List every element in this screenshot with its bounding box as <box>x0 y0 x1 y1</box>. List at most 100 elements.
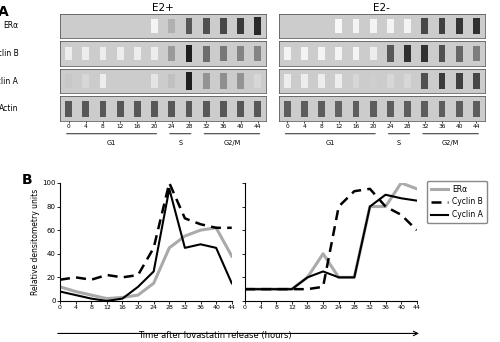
Bar <box>352 19 360 33</box>
Text: G2/M: G2/M <box>442 140 459 146</box>
Bar <box>220 46 227 62</box>
Bar <box>202 18 209 34</box>
Bar <box>82 47 89 61</box>
Y-axis label: Relative densitometry units: Relative densitometry units <box>30 189 40 295</box>
Bar <box>336 101 342 117</box>
Y-axis label: Cyclin A: Cyclin A <box>0 77 18 86</box>
Bar <box>456 17 462 35</box>
Bar <box>134 101 141 117</box>
Bar <box>473 73 480 89</box>
Bar <box>352 47 360 61</box>
Bar <box>370 74 376 88</box>
Legend: ERα, Cyclin B, Cyclin A: ERα, Cyclin B, Cyclin A <box>428 181 486 223</box>
Bar <box>168 46 175 61</box>
Bar <box>456 73 462 90</box>
Y-axis label: ERα: ERα <box>3 22 18 30</box>
Bar <box>65 47 72 61</box>
Bar <box>387 45 394 62</box>
Bar <box>237 17 244 35</box>
Text: Time after lovastatin release (hours): Time after lovastatin release (hours) <box>138 331 292 340</box>
Bar <box>387 101 394 117</box>
Bar <box>65 74 72 88</box>
Text: G1: G1 <box>107 140 116 146</box>
Y-axis label: Cyclin B: Cyclin B <box>0 49 18 58</box>
Bar <box>186 45 192 62</box>
Bar <box>370 47 376 61</box>
Bar <box>318 74 325 88</box>
Bar <box>168 18 175 34</box>
Bar <box>284 101 290 117</box>
Bar <box>404 74 411 88</box>
Bar <box>100 74 106 88</box>
Bar <box>284 74 290 88</box>
Bar <box>186 101 192 117</box>
Bar <box>186 18 192 34</box>
Bar <box>473 17 480 35</box>
Bar <box>422 18 428 34</box>
Bar <box>352 74 360 88</box>
Bar <box>318 101 325 117</box>
Bar <box>151 47 158 61</box>
Bar <box>202 45 209 62</box>
Bar <box>336 74 342 88</box>
Bar <box>82 74 89 88</box>
Bar <box>202 74 209 89</box>
Text: A: A <box>0 5 9 19</box>
Bar <box>151 101 158 117</box>
Bar <box>456 101 462 117</box>
Bar <box>370 19 376 33</box>
Text: G1: G1 <box>326 140 335 146</box>
Bar <box>220 101 227 117</box>
Bar <box>301 101 308 117</box>
Bar <box>65 101 72 117</box>
Bar <box>254 46 261 61</box>
Bar <box>254 74 261 88</box>
Bar <box>318 47 325 61</box>
Bar <box>220 74 227 89</box>
Bar <box>387 19 394 33</box>
Bar <box>237 46 244 61</box>
Text: S: S <box>397 140 401 146</box>
Bar <box>473 46 480 61</box>
Bar <box>116 101 123 117</box>
Bar <box>387 74 394 88</box>
Title: E2+: E2+ <box>152 3 174 13</box>
Bar <box>151 19 158 33</box>
Text: S: S <box>178 140 182 146</box>
Bar <box>473 101 480 117</box>
Bar <box>220 18 227 34</box>
Bar <box>186 73 192 90</box>
Bar <box>352 101 360 117</box>
Bar <box>336 47 342 61</box>
Bar <box>100 47 106 61</box>
Bar <box>202 101 209 117</box>
Title: E2-: E2- <box>374 3 390 13</box>
Bar <box>284 47 290 61</box>
Bar <box>404 45 411 62</box>
Y-axis label: Actin: Actin <box>0 104 18 113</box>
Bar <box>438 18 446 34</box>
Bar <box>82 101 89 117</box>
Bar <box>404 101 411 117</box>
Text: B: B <box>22 173 33 187</box>
Bar <box>438 45 446 62</box>
Bar <box>438 101 446 117</box>
Bar <box>301 47 308 61</box>
Bar <box>254 101 261 117</box>
Bar <box>134 47 141 61</box>
Bar <box>151 74 158 88</box>
Bar <box>422 101 428 117</box>
Bar <box>116 47 123 61</box>
Bar <box>168 101 175 117</box>
Bar <box>404 19 411 33</box>
Bar <box>100 101 106 117</box>
Text: G2/M: G2/M <box>224 140 240 146</box>
Bar <box>168 74 175 88</box>
Bar <box>422 45 428 62</box>
Bar <box>336 19 342 33</box>
Bar <box>370 101 376 117</box>
Bar <box>237 74 244 89</box>
Bar <box>438 73 446 90</box>
Bar <box>422 73 428 89</box>
Bar <box>456 45 462 62</box>
